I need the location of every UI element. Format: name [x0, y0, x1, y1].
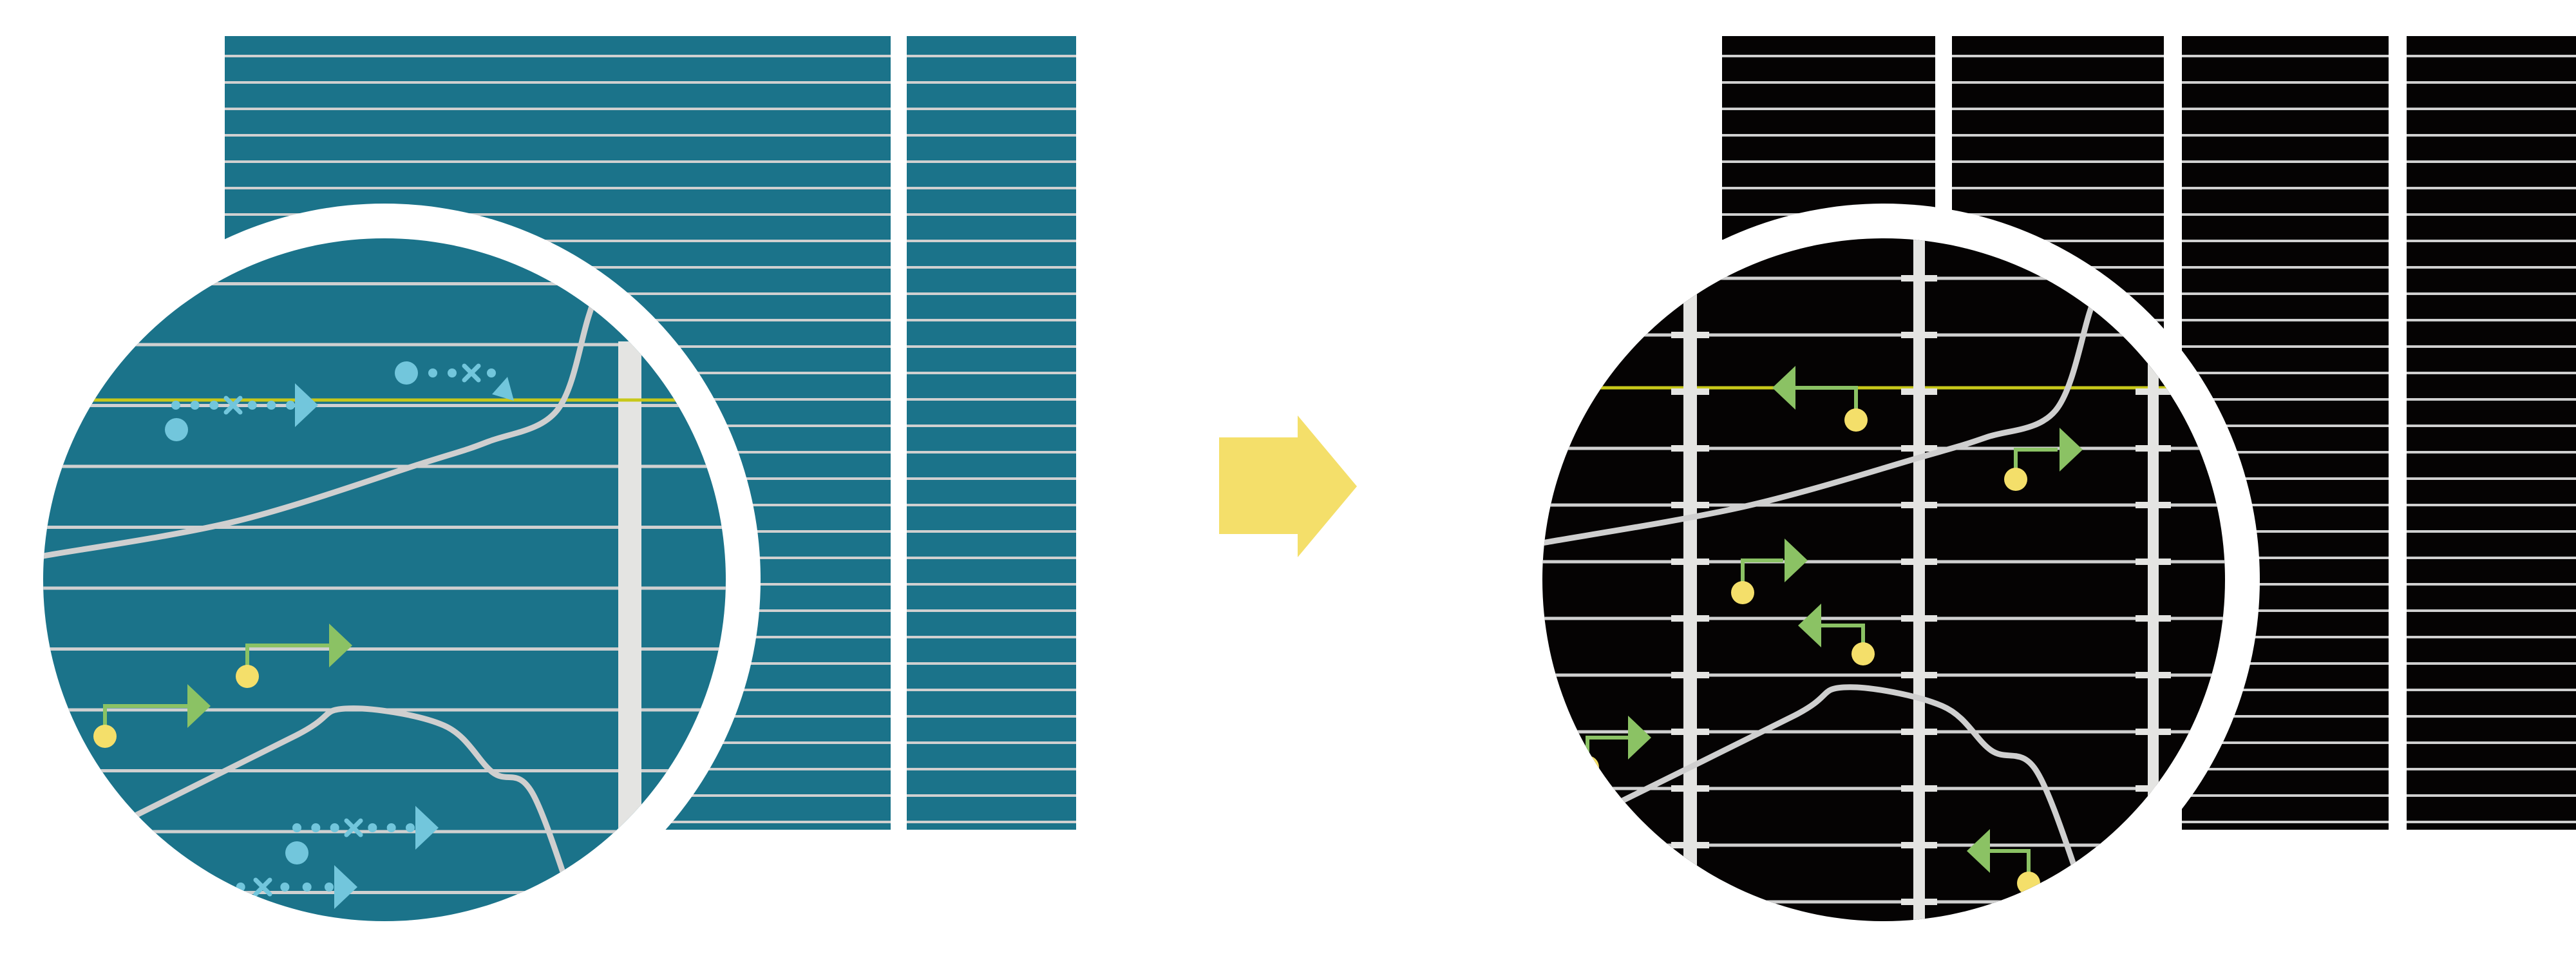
wall-tick	[1671, 842, 1709, 848]
path-dot	[406, 823, 415, 832]
arrowhead-icon	[329, 624, 352, 667]
path-dot	[428, 368, 437, 377]
arrowhead-icon	[1785, 539, 1808, 582]
curve-path	[43, 250, 612, 562]
arrowhead-icon	[492, 377, 514, 401]
branch-arrow-icon	[93, 684, 211, 748]
path-dot	[280, 883, 290, 892]
wall-tick	[2136, 502, 2171, 508]
path-dot	[448, 368, 457, 377]
wall-tick	[2136, 899, 2171, 905]
wall-tick	[1671, 502, 1709, 508]
wall	[1683, 238, 1697, 921]
wall-tick	[1671, 615, 1709, 622]
wall-tick	[1901, 785, 1937, 792]
arrowhead-icon	[1967, 829, 1990, 873]
wall-tick	[1901, 672, 1937, 678]
wall-tick	[1901, 899, 1937, 905]
cross-mark-icon	[253, 877, 272, 897]
path-dot	[330, 823, 339, 832]
curve-path	[50, 705, 589, 921]
dotted-path-arrow-icon	[165, 383, 318, 441]
start-dot	[285, 841, 308, 864]
wall-tick	[1901, 729, 1937, 735]
wall-tick	[2136, 445, 2171, 452]
wall-tick	[2136, 388, 2171, 395]
agent-dot	[236, 665, 259, 688]
path-dot	[286, 401, 295, 410]
wall-tick	[1901, 842, 1937, 848]
agent-dot	[1844, 408, 1868, 432]
wall-tick	[1671, 559, 1709, 565]
wall	[1913, 238, 1925, 921]
agent-dot	[1731, 581, 1754, 604]
wall-tick	[1901, 275, 1937, 282]
path-dot	[368, 823, 377, 832]
wall-tick	[2136, 672, 2171, 678]
branch-arrow-icon	[236, 624, 352, 688]
path-dot	[171, 401, 180, 410]
shelf-block	[2407, 36, 2576, 830]
wall-tick	[2136, 615, 2171, 622]
curve-path	[1557, 684, 2093, 919]
arrowhead-icon	[295, 383, 318, 427]
path-dot	[247, 401, 257, 410]
path-dot	[311, 823, 321, 832]
branch-arrow-icon	[1772, 366, 1868, 432]
path-dot	[209, 401, 219, 410]
wall-tick	[1671, 785, 1709, 792]
path-dot	[292, 823, 301, 832]
dotted-path-arrow-icon	[395, 361, 514, 401]
path-dot	[190, 401, 200, 410]
arrowhead-icon	[415, 806, 439, 850]
path-dot	[325, 883, 334, 892]
wall-tick	[1901, 388, 1937, 395]
start-dot	[395, 361, 418, 385]
transition-arrow-icon	[1219, 415, 1357, 557]
agent-dot	[93, 725, 117, 748]
wall-tick	[1901, 615, 1937, 622]
arrowhead-icon	[2060, 428, 2083, 472]
path-dot	[386, 823, 396, 832]
branch-arrow-icon	[1731, 539, 1808, 604]
arrowhead-icon	[334, 865, 357, 909]
curve-path	[1542, 256, 2109, 548]
agent-dot	[2004, 468, 2027, 491]
arrowhead-icon	[187, 684, 211, 728]
cross-mark-icon	[344, 818, 363, 837]
magnified-background	[1542, 238, 2225, 921]
path-dot	[487, 368, 496, 377]
wall-tick	[1901, 559, 1937, 565]
arrowhead-icon	[1772, 366, 1795, 410]
start-dot	[165, 418, 188, 441]
dotted-path-arrow-icon	[285, 806, 439, 864]
wall-tick	[1671, 388, 1709, 395]
left-panel	[8, 36, 1076, 956]
branch-arrow-icon	[2004, 428, 2083, 491]
wall-tick	[2136, 729, 2171, 735]
wall-tick	[1901, 445, 1937, 452]
right-panel	[1508, 36, 2576, 956]
wall-tick	[1901, 502, 1937, 508]
branch-arrow-icon	[1798, 604, 1875, 665]
wall-tick	[1671, 672, 1709, 678]
wall-tick	[1671, 729, 1709, 735]
shelf-block	[907, 36, 1076, 830]
arrowhead-icon	[1798, 604, 1821, 647]
wall-tick	[2136, 559, 2171, 565]
cross-mark-icon	[462, 363, 481, 383]
wall-tick	[1671, 445, 1709, 452]
agent-dot	[1852, 642, 1875, 665]
wall-tick	[1901, 332, 1937, 338]
wall-tick	[2136, 785, 2171, 792]
wall-tick	[1671, 332, 1709, 338]
path-dot	[302, 883, 312, 892]
cross-mark-icon	[223, 396, 243, 415]
arrowhead-icon	[1628, 716, 1651, 759]
wall	[2148, 238, 2159, 921]
path-dot	[267, 401, 276, 410]
